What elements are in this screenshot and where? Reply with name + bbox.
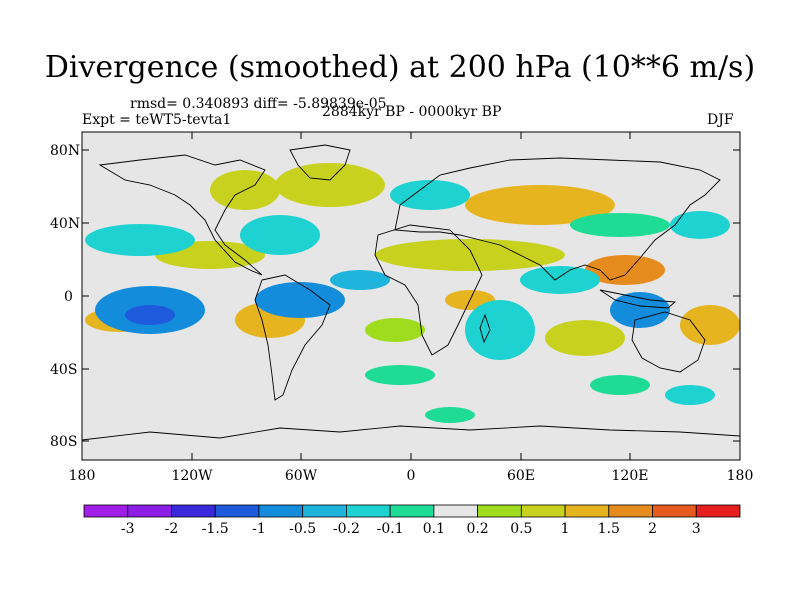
- colorbar-box: [477, 504, 522, 518]
- chart-title: Divergence (smoothed) at 200 hPa (10**6 …: [44, 50, 756, 85]
- contour-region: [585, 255, 665, 285]
- colorbar-label: -1: [252, 521, 266, 537]
- lon-label: 120W: [171, 468, 213, 484]
- lat-label: 80N: [50, 143, 80, 159]
- colorbar-box: [608, 504, 653, 518]
- contour-region: [665, 385, 715, 405]
- colorbar-box: [695, 504, 741, 518]
- colorbar-label: -0.1: [377, 521, 404, 537]
- coast-north-america: [98, 154, 266, 276]
- colorbar-box: [389, 504, 435, 518]
- lat-label: 80S: [50, 434, 77, 450]
- lon-label: 180: [727, 468, 754, 484]
- contour-region: [390, 180, 470, 210]
- colorbar-label: 0.2: [466, 521, 488, 537]
- colorbar-label: -3: [121, 521, 135, 537]
- colorbar-label: -2: [165, 521, 179, 537]
- coast-greenland: [289, 144, 351, 181]
- coastlines: [82, 144, 740, 441]
- contour-region: [85, 224, 195, 256]
- colorbar-label: 0.1: [423, 521, 445, 537]
- contour-region: [330, 270, 390, 290]
- lat-label: 40N: [50, 216, 80, 232]
- lat-ticks: [82, 149, 740, 442]
- contour-region: [365, 318, 425, 342]
- contour-region: [590, 375, 650, 395]
- lat-label: 0: [64, 289, 73, 305]
- contour-region: [125, 305, 175, 325]
- colorbar-labels: -3 -2 -1.5 -1 -0.5 -0.2 -0.1 0.1 0.2 0.5 1 1.5 2 3: [121, 521, 701, 537]
- colorbar-label: 1: [561, 521, 570, 537]
- coast-south-america: [254, 274, 331, 401]
- colorbar-box: [652, 504, 697, 518]
- lat-label: 40S: [50, 362, 77, 378]
- coast-eurasia: [394, 157, 721, 281]
- experiment-label: Expt = teWT5-tevta1: [82, 112, 232, 128]
- season-label: DJF: [707, 112, 734, 128]
- contour-region: [425, 407, 475, 423]
- coast-africa: [374, 224, 483, 356]
- contour-fill: [85, 163, 740, 423]
- contour-region: [520, 266, 600, 294]
- contour-region: [375, 239, 565, 271]
- contour-region: [240, 215, 320, 255]
- contour-region: [255, 282, 345, 318]
- colorbar-box: [127, 504, 172, 518]
- colorbar-label: 0.5: [510, 521, 532, 537]
- contour-region: [275, 163, 385, 207]
- colorbar-box: [258, 504, 304, 518]
- contour-region: [545, 320, 625, 356]
- contour-region: [670, 211, 730, 239]
- contour-region: [465, 300, 535, 360]
- colorbar-box: [171, 504, 216, 518]
- coast-indonesia: [599, 289, 677, 309]
- coast-madagascar: [479, 313, 491, 344]
- contour-region: [610, 292, 670, 328]
- colorbar-label: 3: [692, 521, 701, 537]
- colorbar-label: 2: [648, 521, 657, 537]
- lon-label: 180: [69, 468, 96, 484]
- contour-region: [465, 185, 615, 225]
- lon-ticks: [81, 132, 741, 460]
- colorbar-box: [345, 504, 391, 518]
- lon-label: 60E: [507, 468, 535, 484]
- contour-region: [365, 365, 435, 385]
- period-label: 2884kyr BP - 0000kyr BP: [322, 104, 502, 120]
- colorbar-box: [214, 504, 260, 518]
- stats-text: rmsd= 0.340893 diff= -5.89839e-05: [130, 96, 387, 112]
- lon-label: 0: [407, 468, 416, 484]
- coast-australia: [631, 311, 706, 373]
- lon-label: 60W: [285, 468, 318, 484]
- contour-region: [570, 213, 670, 237]
- lon-label: 120E: [612, 468, 649, 484]
- colorbar-label: -0.2: [333, 521, 360, 537]
- colorbar-label: -0.5: [289, 521, 316, 537]
- contour-region: [680, 305, 740, 345]
- coast-antarctica: [82, 425, 740, 441]
- colorbar-box: [564, 504, 610, 518]
- colorbar-box: [433, 504, 479, 518]
- colorbar-label: -1.5: [202, 521, 229, 537]
- colorbar-box: [302, 504, 347, 518]
- colorbar-label: 1.5: [598, 521, 620, 537]
- colorbar-box: [520, 504, 566, 518]
- colorbar-box: [83, 504, 129, 518]
- colorbar-boxes: [83, 504, 741, 518]
